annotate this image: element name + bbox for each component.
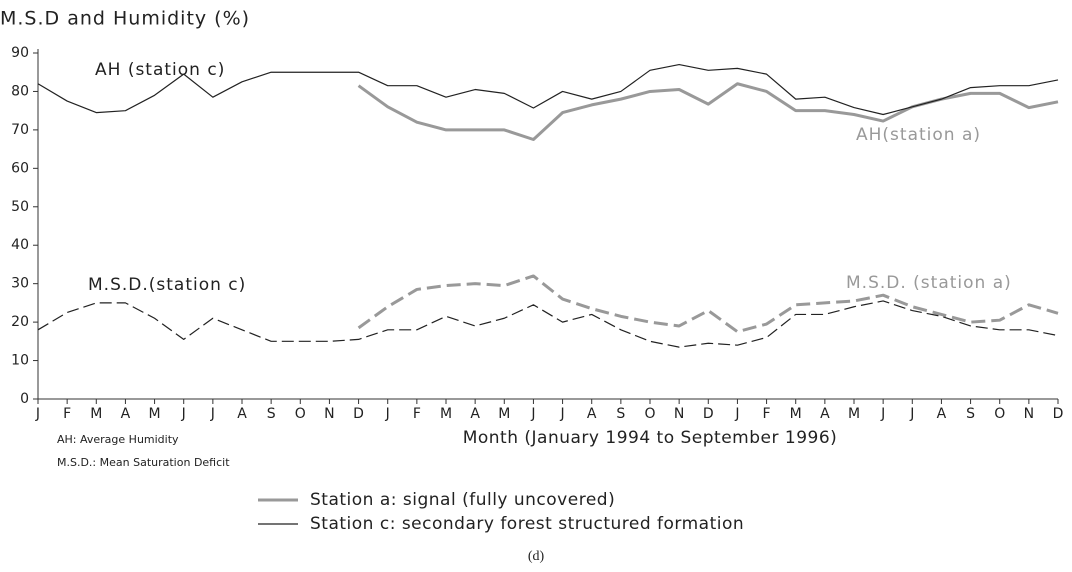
x-axis-label: Month (January 1994 to September 1996) [463, 428, 838, 448]
x-tick-label: J [210, 406, 215, 422]
y-tick-label: 80 [11, 83, 29, 99]
x-tick-label: A [820, 406, 830, 422]
x-tick-label: O [994, 406, 1005, 422]
y-tick-label: 30 [11, 276, 29, 292]
y-tick-label: 90 [11, 45, 29, 61]
caption: (d) [528, 549, 545, 564]
x-tick-label: J [560, 406, 565, 422]
ah-line [37, 63, 1059, 116]
x-tick-label: M [440, 406, 452, 422]
x-tick-label: J [909, 406, 914, 422]
x-tick-label: N [674, 406, 684, 422]
legend-label: Station c: secondary forest structured f… [310, 514, 744, 534]
footnote: M.S.D.: Mean Saturation Deficit [57, 456, 230, 469]
x-tick-label: M [498, 406, 510, 422]
x-tick-label: A [587, 406, 597, 422]
y-tick-label: 70 [11, 122, 29, 138]
x-tick-label: F [413, 406, 421, 422]
x-tick-label: J [734, 406, 739, 422]
annotation: AH (station c) [95, 60, 225, 80]
y-tick-label: 0 [20, 391, 29, 407]
msd-line [357, 274, 1059, 334]
x-tick-label: F [763, 406, 771, 422]
x-tick-label: J [880, 406, 885, 422]
annotation: M.S.D. (station a) [846, 273, 1012, 293]
annotation: M.S.D.(station c) [88, 275, 246, 295]
x-tick-label: N [324, 406, 334, 422]
y-tick-label: 20 [11, 314, 29, 330]
chart-title: M.S.D and Humidity (%) [0, 8, 250, 30]
x-tick-label: J [530, 406, 535, 422]
y-tick-label: 40 [11, 237, 29, 253]
x-tick-label: A [937, 406, 947, 422]
x-tick-label: A [121, 406, 131, 422]
x-tick-label: S [966, 406, 975, 422]
x-tick-label: N [1024, 406, 1034, 422]
x-tick-label: D [353, 406, 364, 422]
y-tick-label: 60 [11, 160, 29, 176]
x-tick-label: M [90, 406, 102, 422]
x-tick-label: M [149, 406, 161, 422]
x-tick-label: S [616, 406, 625, 422]
x-tick-label: M [848, 406, 860, 422]
msd-line [37, 300, 1059, 348]
y-tick-label: 10 [11, 353, 29, 369]
x-tick-label: D [1053, 406, 1064, 422]
x-tick-label: O [644, 406, 655, 422]
x-tick-label: J [385, 406, 390, 422]
x-tick-label: M [790, 406, 802, 422]
footnote: AH: Average Humidity [57, 433, 179, 446]
x-tick-label: S [267, 406, 276, 422]
x-tick-label: J [181, 406, 186, 422]
x-tick-label: J [35, 406, 40, 422]
annotation: AH(station a) [856, 125, 981, 145]
legend-label: Station a: signal (fully uncovered) [310, 490, 615, 510]
x-tick-label: F [63, 406, 71, 422]
x-tick-label: A [237, 406, 247, 422]
x-tick-label: O [295, 406, 306, 422]
y-tick-label: 50 [11, 199, 29, 215]
x-tick-label: A [470, 406, 480, 422]
x-tick-label: D [703, 406, 714, 422]
